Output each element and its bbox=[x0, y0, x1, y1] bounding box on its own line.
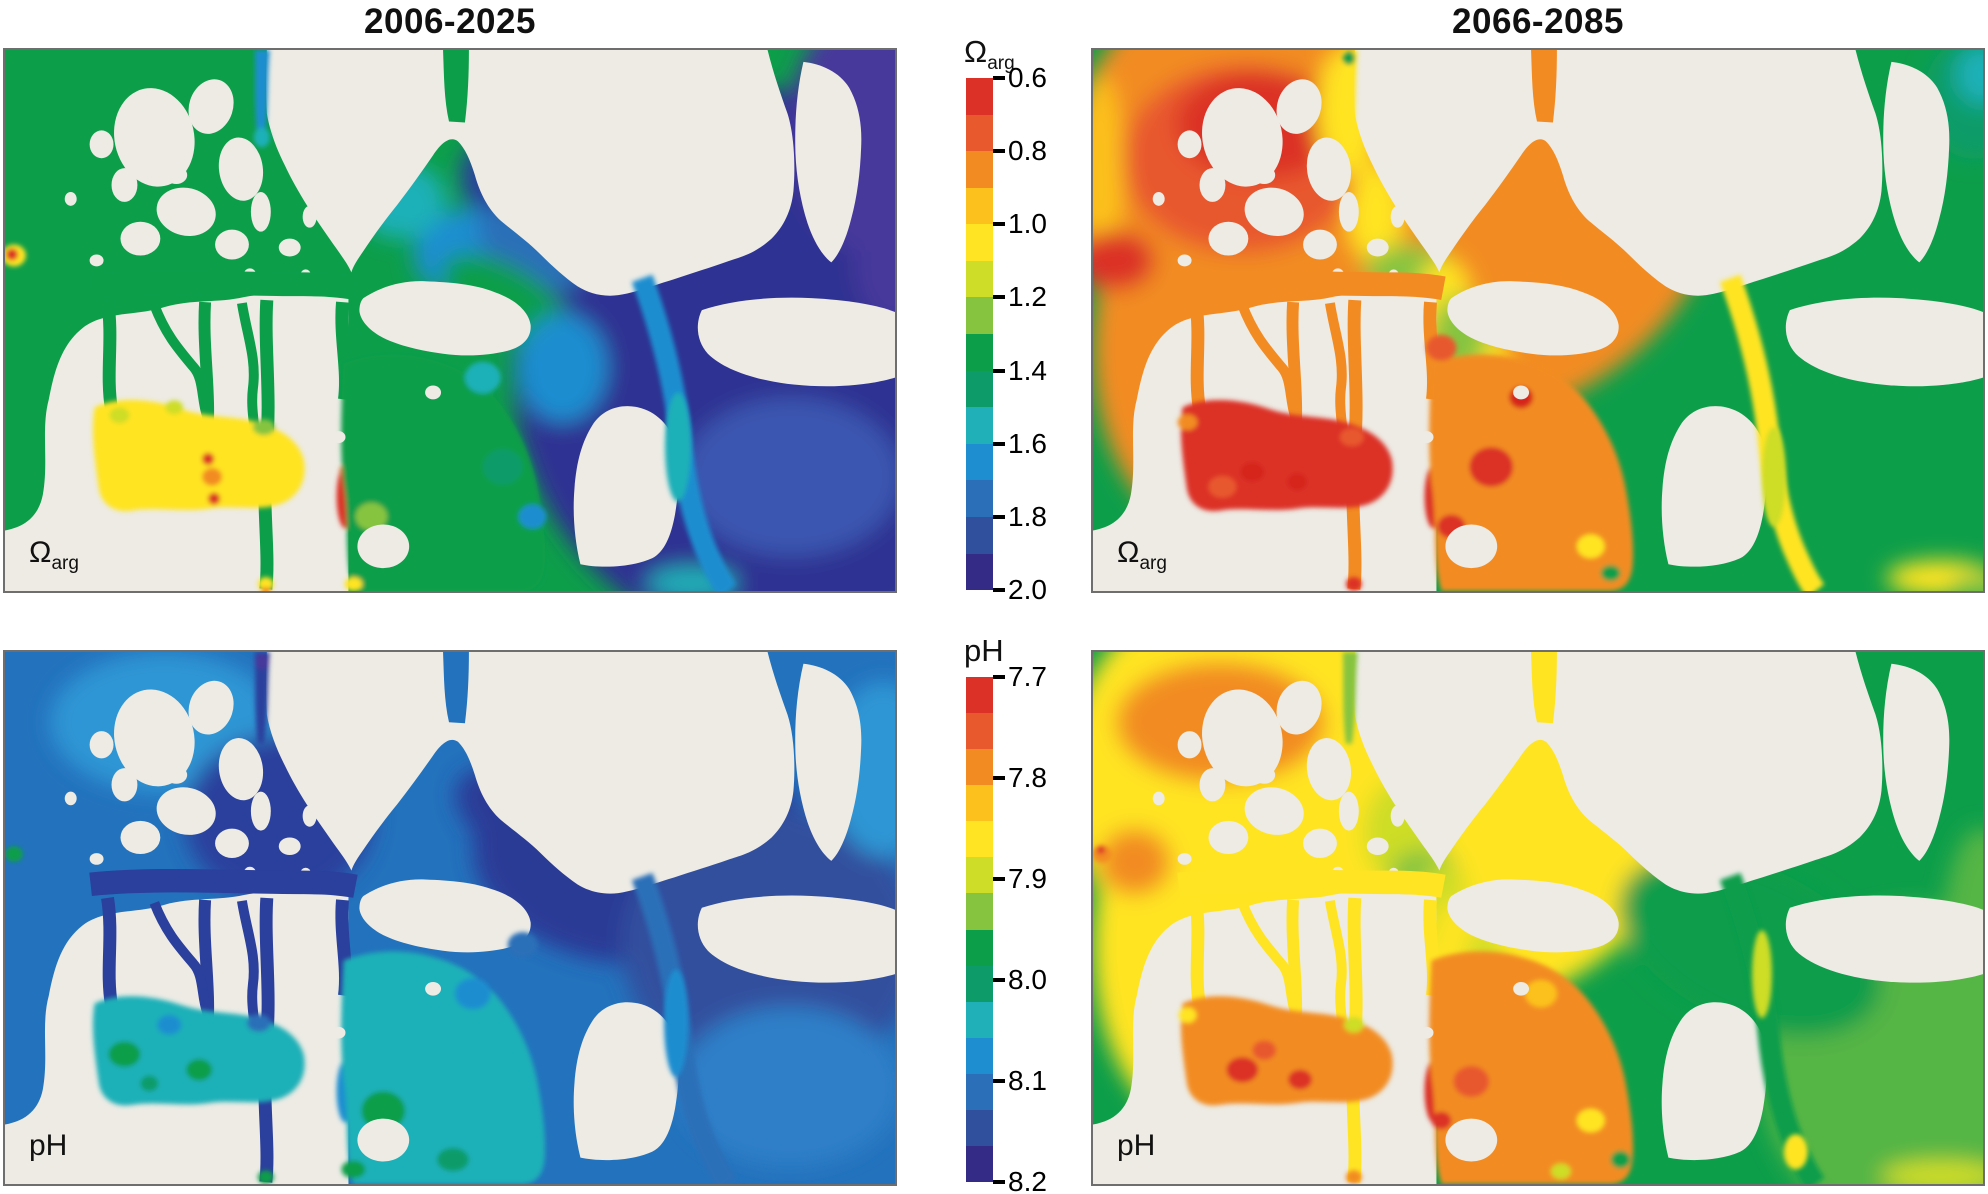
colorbar-band bbox=[966, 224, 993, 261]
colorbar-tick-mark bbox=[993, 675, 1005, 679]
colorbar-tick: 1.8 bbox=[993, 501, 1047, 533]
colorbar-tick-label: 8.0 bbox=[1008, 964, 1047, 995]
colorbar-band bbox=[966, 821, 993, 858]
colorbar-ph: pH 7.7 7.8 7.9 8.0 8.1 8.2 bbox=[964, 633, 1047, 1194]
colorbar-tick: 1.2 bbox=[993, 281, 1047, 313]
colorbar-tick: 2.0 bbox=[993, 574, 1047, 606]
colorbar-omega-title: Ωarg bbox=[964, 34, 1015, 75]
colorbar-band bbox=[966, 151, 993, 188]
colorbar-tick-label: 8.2 bbox=[1008, 1166, 1047, 1194]
colorbar-tick: 8.1 bbox=[993, 1065, 1047, 1097]
colorbar-tick-label: 1.0 bbox=[1008, 208, 1047, 240]
colorbar-band bbox=[966, 785, 993, 822]
colorbar-ph-bands bbox=[966, 677, 993, 1183]
colorbar-tick-label: 1.8 bbox=[1008, 500, 1047, 532]
colorbar-tick-label: 7.9 bbox=[1008, 863, 1047, 894]
colorbar-tick: 0.6 bbox=[993, 62, 1047, 94]
colorbar-tick: 1.6 bbox=[993, 428, 1047, 460]
colorbar-tick-mark bbox=[993, 149, 1005, 154]
colorbar-band bbox=[966, 480, 993, 517]
colorbar-band bbox=[966, 407, 993, 444]
colorbar-band bbox=[966, 1037, 993, 1074]
colorbar-band bbox=[966, 965, 993, 1002]
colorbar-band bbox=[966, 1073, 993, 1110]
colorbar-tick-label: 0.6 bbox=[1008, 62, 1047, 93]
colorbar-tick: 8.2 bbox=[993, 1166, 1047, 1194]
colorbar-band bbox=[966, 893, 993, 930]
colorbar-tick-mark bbox=[993, 1180, 1005, 1184]
column-title-2006-2025: 2006-2025 bbox=[364, 2, 536, 41]
map-panel-omega-2066: Ωarg bbox=[1091, 48, 1985, 593]
colorbar-tick-label: 1.6 bbox=[1008, 427, 1047, 459]
colorbar-tick-mark bbox=[993, 588, 1005, 592]
colorbar-tick-mark bbox=[993, 978, 1005, 982]
panel-label-omega-2066: Ωarg bbox=[1117, 536, 1167, 574]
accent-waters bbox=[5, 50, 691, 591]
colorbar-tick-label: 7.7 bbox=[1008, 661, 1047, 692]
panel-label-ph-2006: pH bbox=[29, 1129, 68, 1162]
colorbar-tick-label: 7.8 bbox=[1008, 762, 1047, 793]
colorbar-tick-mark bbox=[993, 776, 1005, 780]
colorbar-band bbox=[966, 187, 993, 225]
colorbar-band bbox=[966, 749, 993, 786]
map-ph-2066 bbox=[1093, 652, 1983, 1184]
accent-waters bbox=[5, 652, 688, 1184]
map-panel-ph-2066: pH bbox=[1091, 650, 1985, 1186]
colorbar-tick: 1.4 bbox=[993, 355, 1047, 387]
colorbar-tick-label: 1.2 bbox=[1008, 281, 1047, 313]
colorbar-omega-bands bbox=[966, 78, 993, 591]
colorbar-tick-mark bbox=[993, 514, 1005, 519]
map-omega-2006 bbox=[5, 50, 895, 591]
colorbar-tick: 1.0 bbox=[993, 208, 1047, 240]
colorbar-band bbox=[966, 713, 993, 750]
colorbar-tick: 7.8 bbox=[993, 762, 1047, 794]
colorbar-tick: 7.7 bbox=[993, 661, 1047, 693]
panel-label-ph-2066: pH bbox=[1117, 1129, 1156, 1162]
colorbar-tick-mark bbox=[993, 1079, 1005, 1083]
colorbar-tick-mark bbox=[993, 222, 1005, 227]
colorbar-omega-arg: Ωarg 0.6 0.8 1.0 1.2 1.4 1.6 1.8 2.0 bbox=[964, 34, 1047, 605]
colorbar-tick-mark bbox=[993, 76, 1005, 80]
colorbar-tick-mark bbox=[993, 368, 1005, 373]
column-title-2066-2085: 2066-2085 bbox=[1452, 2, 1624, 41]
colorbar-band bbox=[966, 516, 993, 554]
map-panel-ph-2006: pH bbox=[3, 650, 897, 1186]
colorbar-tick-mark bbox=[993, 877, 1005, 881]
colorbar-band bbox=[966, 1109, 993, 1147]
accent-waters bbox=[1177, 50, 1786, 591]
colorbar-band bbox=[966, 1001, 993, 1038]
colorbar-tick: 8.0 bbox=[993, 964, 1047, 996]
map-ph-2006 bbox=[5, 652, 895, 1184]
colorbar-tick-mark bbox=[993, 441, 1005, 446]
colorbar-band bbox=[966, 78, 993, 115]
colorbar-band bbox=[966, 114, 993, 152]
accent-waters bbox=[1093, 652, 1808, 1184]
colorbar-band bbox=[966, 370, 993, 408]
colorbar-tick-label: 2.0 bbox=[1008, 574, 1047, 605]
colorbar-band bbox=[966, 297, 993, 335]
colorbar-tick-mark bbox=[993, 295, 1005, 300]
panel-label-omega-2006: Ωarg bbox=[29, 536, 79, 574]
colorbar-band bbox=[966, 553, 993, 591]
colorbar-band bbox=[966, 929, 993, 966]
colorbar-band bbox=[966, 260, 993, 298]
colorbar-band bbox=[966, 443, 993, 481]
colorbar-tick-label: 8.1 bbox=[1008, 1065, 1047, 1096]
colorbar-band bbox=[966, 857, 993, 894]
colorbar-tick-label: 1.4 bbox=[1008, 354, 1047, 386]
colorbar-tick: 7.9 bbox=[993, 863, 1047, 895]
map-panel-omega-2006: Ωarg bbox=[3, 48, 897, 593]
colorbar-band bbox=[966, 1146, 993, 1183]
colorbar-band bbox=[966, 334, 993, 371]
map-omega-2066 bbox=[1093, 50, 1983, 591]
colorbar-ph-title: pH bbox=[964, 633, 1004, 668]
colorbar-tick: 0.8 bbox=[993, 135, 1047, 167]
colorbar-tick-label: 0.8 bbox=[1008, 135, 1047, 167]
colorbar-band bbox=[966, 677, 993, 714]
